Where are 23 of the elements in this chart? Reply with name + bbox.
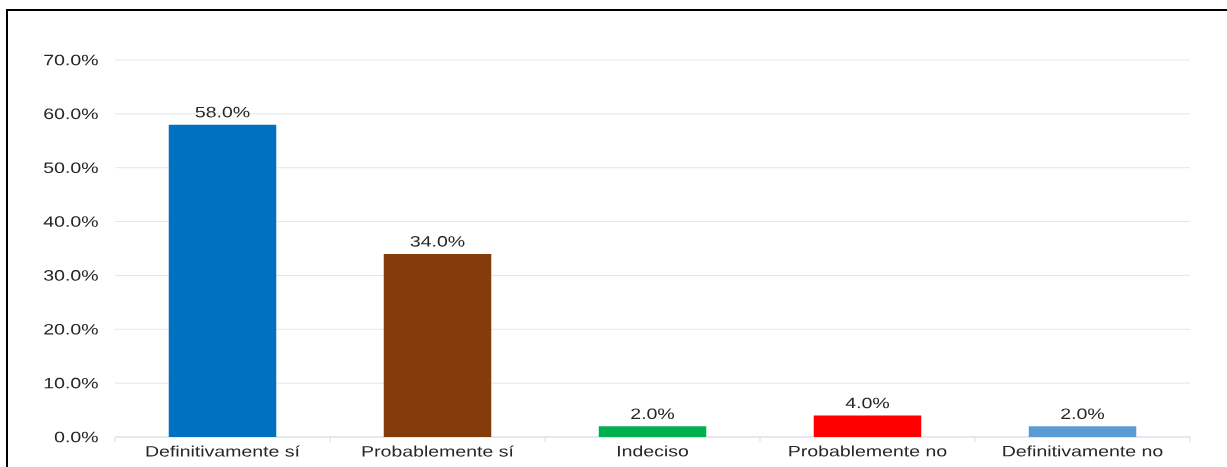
bar — [168, 124, 277, 437]
bar — [1028, 426, 1137, 437]
bar — [813, 415, 922, 437]
y-tick-label: 30.0% — [44, 270, 98, 281]
data-label: 34.0% — [410, 236, 465, 247]
y-tick-label: 10.0% — [44, 377, 98, 389]
x-tick-label: Probablemente no — [789, 445, 947, 457]
y-tick-label: 40.0% — [43, 216, 98, 227]
y-tick-label: 60.0% — [44, 108, 98, 120]
y-tick-label: 20.0% — [44, 323, 98, 335]
data-label: 2.0% — [1061, 408, 1105, 420]
x-tick-label: Definitivamente sí — [146, 445, 300, 457]
y-tick-label: 50.0% — [44, 162, 98, 174]
bar — [598, 426, 707, 437]
data-label: 58.0% — [195, 106, 250, 118]
x-tick-label: Probablemente sí — [362, 445, 514, 457]
y-tick-label: 0.0% — [54, 431, 98, 443]
bar — [383, 253, 492, 437]
y-tick-label: 70.0% — [44, 54, 98, 66]
x-tick-label: Definitivamente no — [1003, 445, 1163, 457]
x-tick-label: Indeciso — [617, 445, 688, 457]
data-label: 2.0% — [631, 408, 675, 420]
data-label: 4.0% — [845, 397, 890, 409]
